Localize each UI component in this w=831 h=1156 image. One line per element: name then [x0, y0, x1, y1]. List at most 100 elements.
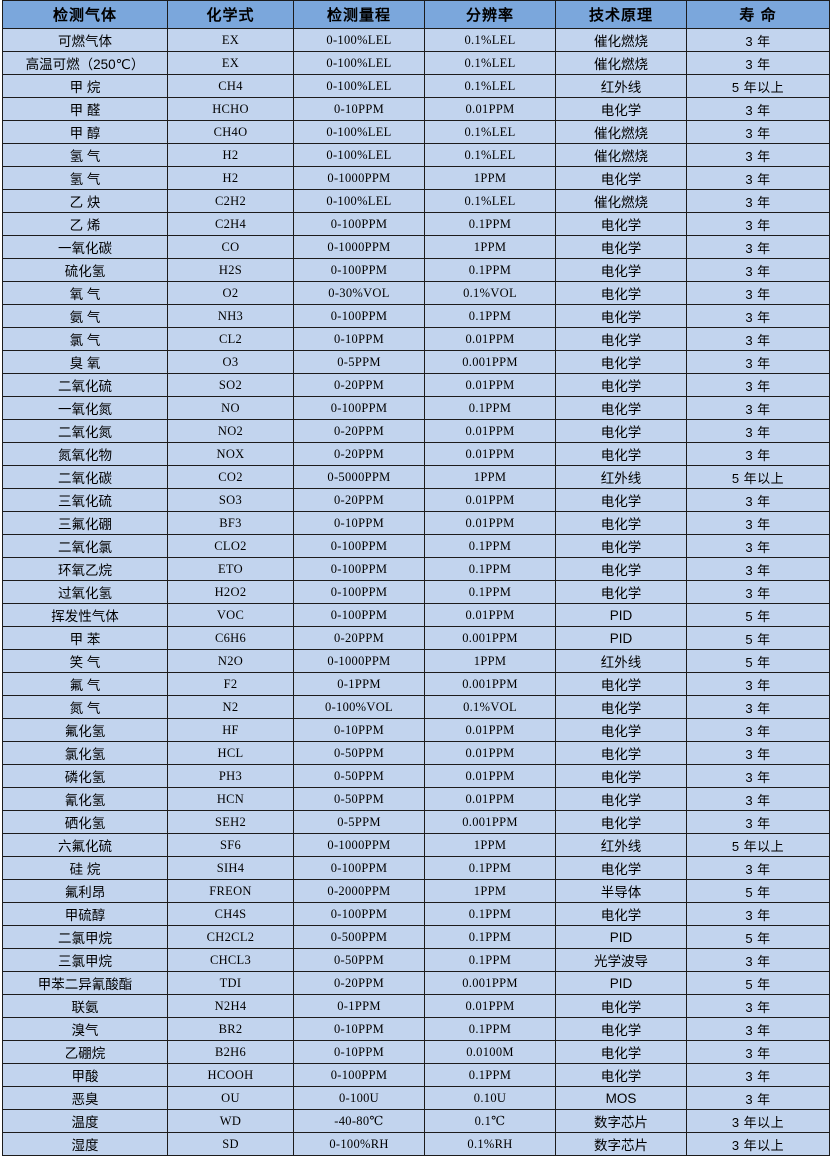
table-row: 六氟化硫 SF6 0-1000PPM 1PPM 红外线 5 年以上 [2, 833, 830, 857]
cell-chemical-formula: TDI [167, 971, 294, 995]
cell-lifespan: 3 年 [686, 373, 830, 397]
cell-technology: PID [555, 626, 687, 650]
cell-technology: MOS [555, 1086, 687, 1110]
cell-technology: 电化学 [555, 212, 687, 236]
cell-gas-name: 二氧化氮 [2, 419, 168, 443]
table-row: 硒化氢 SEH2 0-5PPM 0.001PPM 电化学 3 年 [2, 810, 830, 834]
cell-lifespan: 5 年 [686, 971, 830, 995]
cell-resolution: 1PPM [424, 465, 556, 489]
cell-resolution: 0.1℃ [424, 1109, 556, 1133]
table-row: 甲 醇 CH4O 0-100%LEL 0.1%LEL 催化燃烧 3 年 [2, 120, 830, 144]
cell-lifespan: 3 年 [686, 695, 830, 719]
cell-resolution: 0.1%LEL [424, 51, 556, 75]
table-header: 检测气体 化学式 检测量程 分辨率 技术原理 寿 命 [2, 0, 830, 29]
cell-lifespan: 3 年 [686, 396, 830, 420]
table-row: 联氨 N2H4 0-1PPM 0.01PPM 电化学 3 年 [2, 994, 830, 1018]
cell-technology: 电化学 [555, 166, 687, 190]
cell-gas-name: 氟 气 [2, 672, 168, 696]
cell-chemical-formula: N2 [167, 695, 294, 719]
cell-chemical-formula: HCOOH [167, 1063, 294, 1087]
cell-lifespan: 3 年 [686, 511, 830, 535]
cell-lifespan: 3 年 [686, 327, 830, 351]
cell-lifespan: 3 年 [686, 718, 830, 742]
table-row: 乙 炔 C2H2 0-100%LEL 0.1%LEL 催化燃烧 3 年 [2, 189, 830, 213]
cell-lifespan: 3 年 [686, 787, 830, 811]
cell-lifespan: 5 年 [686, 649, 830, 673]
cell-detection-range: 0-1PPM [293, 672, 425, 696]
cell-gas-name: 乙 炔 [2, 189, 168, 213]
cell-resolution: 0.1PPM [424, 580, 556, 604]
cell-technology: 电化学 [555, 1017, 687, 1041]
cell-detection-range: 0-100U [293, 1086, 425, 1110]
cell-gas-name: 氨 气 [2, 304, 168, 328]
table-row: 氰化氢 HCN 0-50PPM 0.01PPM 电化学 3 年 [2, 787, 830, 811]
cell-resolution: 0.01PPM [424, 994, 556, 1018]
cell-lifespan: 3 年 [686, 810, 830, 834]
cell-technology: 红外线 [555, 465, 687, 489]
cell-gas-name: 氢 气 [2, 166, 168, 190]
cell-chemical-formula: BR2 [167, 1017, 294, 1041]
cell-resolution: 0.001PPM [424, 672, 556, 696]
cell-gas-name: 乙硼烷 [2, 1040, 168, 1064]
cell-detection-range: 0-10PPM [293, 1040, 425, 1064]
cell-technology: 电化学 [555, 695, 687, 719]
cell-chemical-formula: O3 [167, 350, 294, 374]
cell-lifespan: 3 年 [686, 580, 830, 604]
cell-gas-name: 一氧化碳 [2, 235, 168, 259]
table-row: 硫化氢 H2S 0-100PPM 0.1PPM 电化学 3 年 [2, 258, 830, 282]
cell-detection-range: 0-30%VOL [293, 281, 425, 305]
cell-lifespan: 5 年以上 [686, 833, 830, 857]
cell-lifespan: 3 年 [686, 97, 830, 121]
cell-technology: 催化燃烧 [555, 120, 687, 144]
cell-technology: 电化学 [555, 235, 687, 259]
cell-gas-name: 甲硫醇 [2, 902, 168, 926]
cell-gas-name: 三氧化硫 [2, 488, 168, 512]
cell-resolution: 0.1PPM [424, 902, 556, 926]
cell-resolution: 1PPM [424, 879, 556, 903]
cell-chemical-formula: N2O [167, 649, 294, 673]
cell-gas-name: 氟化氢 [2, 718, 168, 742]
cell-technology: 光学波导 [555, 948, 687, 972]
table-row: 甲酸 HCOOH 0-100PPM 0.1PPM 电化学 3 年 [2, 1063, 830, 1087]
table-row: 溴气 BR2 0-10PPM 0.1PPM 电化学 3 年 [2, 1017, 830, 1041]
cell-lifespan: 5 年 [686, 879, 830, 903]
cell-detection-range: 0-10PPM [293, 718, 425, 742]
cell-gas-name: 氯 气 [2, 327, 168, 351]
cell-lifespan: 3 年 [686, 189, 830, 213]
cell-gas-name: 氯化氢 [2, 741, 168, 765]
table-row: 温度 WD -40-80℃ 0.1℃ 数字芯片 3 年以上 [2, 1109, 830, 1133]
cell-resolution: 0.001PPM [424, 810, 556, 834]
cell-chemical-formula: CHCL3 [167, 948, 294, 972]
cell-technology: 电化学 [555, 718, 687, 742]
cell-detection-range: 0-20PPM [293, 373, 425, 397]
table-row: 一氧化碳 CO 0-1000PPM 1PPM 电化学 3 年 [2, 235, 830, 259]
table-row: 过氧化氢 H2O2 0-100PPM 0.1PPM 电化学 3 年 [2, 580, 830, 604]
cell-gas-name: 乙 烯 [2, 212, 168, 236]
cell-detection-range: 0-100PPM [293, 396, 425, 420]
cell-gas-name: 可燃气体 [2, 28, 168, 52]
cell-technology: 电化学 [555, 764, 687, 788]
column-header-formula: 化学式 [167, 0, 294, 29]
cell-chemical-formula: EX [167, 28, 294, 52]
cell-detection-range: 0-100PPM [293, 258, 425, 282]
cell-lifespan: 3 年 [686, 120, 830, 144]
cell-chemical-formula: NH3 [167, 304, 294, 328]
table-row: 氟化氢 HF 0-10PPM 0.01PPM 电化学 3 年 [2, 718, 830, 742]
cell-technology: 电化学 [555, 1040, 687, 1064]
cell-technology: 电化学 [555, 281, 687, 305]
cell-chemical-formula: C2H4 [167, 212, 294, 236]
cell-gas-name: 温度 [2, 1109, 168, 1133]
cell-gas-name: 甲 醛 [2, 97, 168, 121]
cell-chemical-formula: SD [167, 1132, 294, 1156]
cell-detection-range: 0-20PPM [293, 971, 425, 995]
cell-detection-range: 0-10PPM [293, 511, 425, 535]
cell-lifespan: 3 年 [686, 51, 830, 75]
cell-technology: 半导体 [555, 879, 687, 903]
cell-detection-range: 0-100%LEL [293, 28, 425, 52]
cell-lifespan: 3 年 [686, 1086, 830, 1110]
table-row: 甲 苯 C6H6 0-20PPM 0.001PPM PID 5 年 [2, 626, 830, 650]
cell-detection-range: 0-10PPM [293, 1017, 425, 1041]
cell-chemical-formula: EX [167, 51, 294, 75]
cell-chemical-formula: CH4O [167, 120, 294, 144]
cell-gas-name: 联氨 [2, 994, 168, 1018]
